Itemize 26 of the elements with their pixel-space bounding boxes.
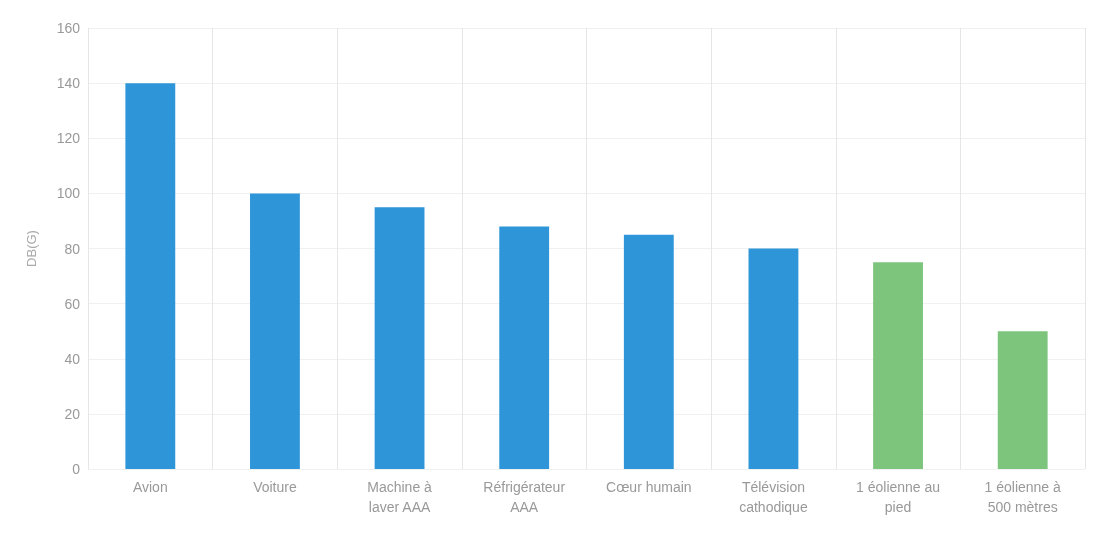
x-tick-label: Réfrigérateur AAA (483, 479, 566, 515)
y-tick-label: 120 (56, 130, 81, 147)
y-tick-label: 60 (64, 295, 81, 312)
bar (374, 207, 425, 469)
x-tick-label: Avion (132, 479, 168, 495)
bar (250, 193, 300, 469)
bar (125, 83, 176, 469)
y-tick-label: 80 (64, 240, 81, 257)
bar (997, 331, 1048, 469)
y-tick-label: 160 (56, 20, 81, 36)
y-tick-label: 100 (56, 185, 81, 202)
x-tick-label: Machine à laver AAA (367, 479, 433, 515)
bar (748, 248, 799, 469)
y-tick-label: 140 (56, 75, 81, 92)
x-tick-label: 1 éolienne au pied (856, 479, 941, 515)
y-tick-label: 0 (72, 461, 81, 477)
x-tick-label: Télévision cathodique (739, 479, 808, 515)
y-tick-label: 40 (64, 350, 81, 367)
bar (623, 234, 674, 469)
bar (499, 226, 550, 469)
x-tick-label: Voiture (253, 479, 297, 495)
y-tick-label: 20 (64, 405, 81, 422)
x-tick-label: Cœur humain (606, 479, 692, 495)
bar (873, 262, 923, 469)
x-tick-label: 1 éolienne à 500 mètres (984, 479, 1062, 515)
y-axis-title: DB(G) (24, 230, 39, 267)
